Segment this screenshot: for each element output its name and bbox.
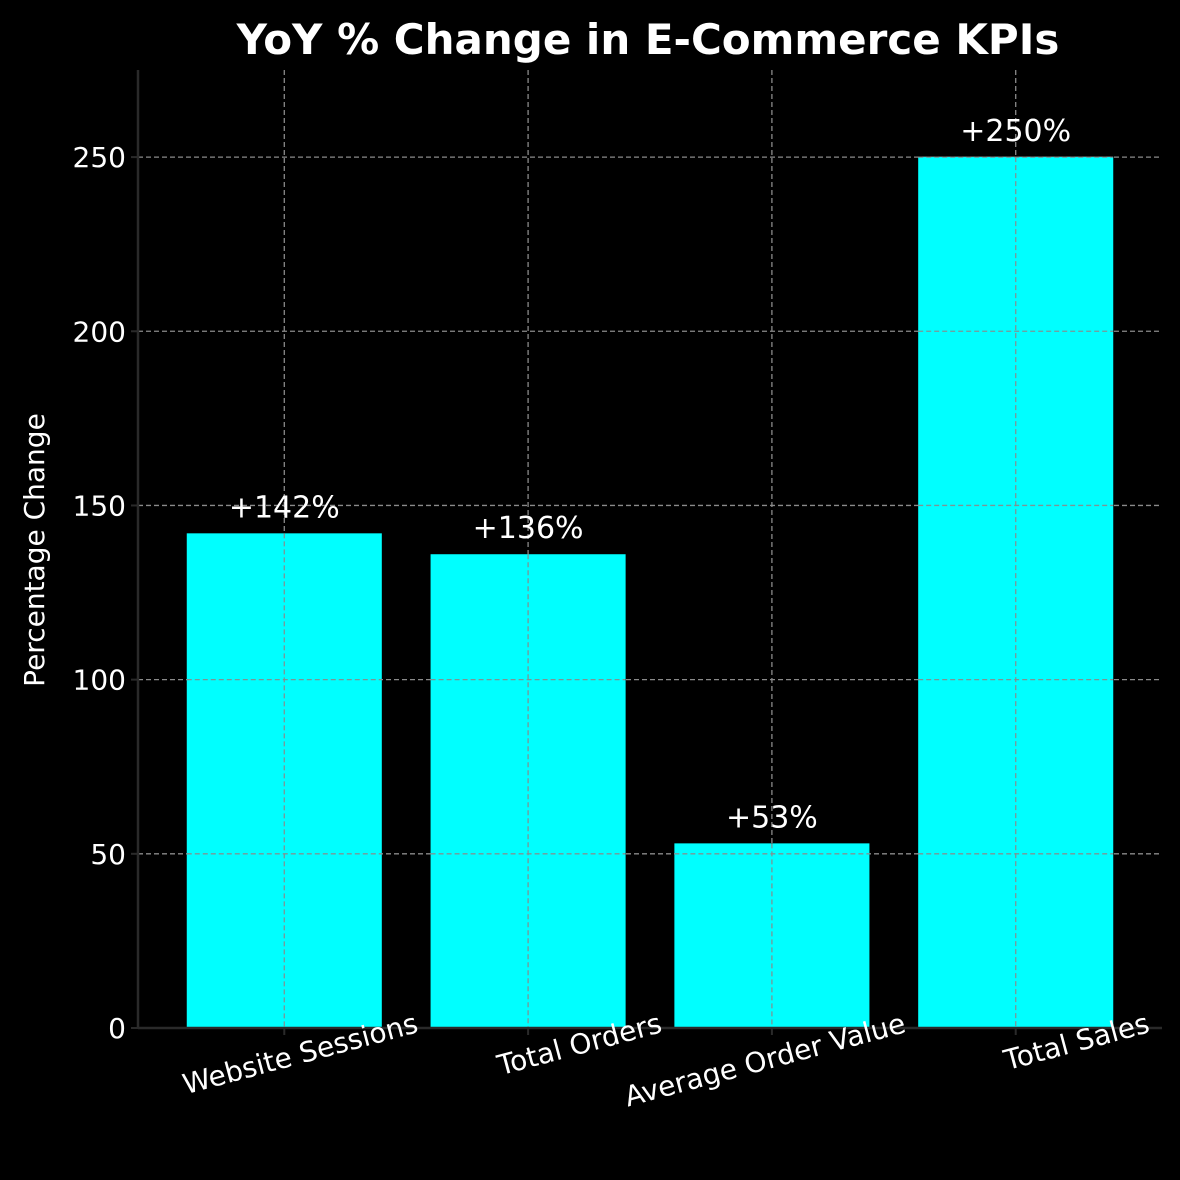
y-tick-label: 250 xyxy=(73,141,126,174)
y-axis-label: Percentage Change xyxy=(18,413,51,687)
y-tick-label: 50 xyxy=(90,838,126,871)
y-tick-label: 200 xyxy=(73,315,126,348)
bars xyxy=(186,156,1114,1028)
axes xyxy=(131,70,1162,1035)
bar-value-label: +142% xyxy=(229,490,340,525)
y-tick-label: 100 xyxy=(73,664,126,697)
bar-value-label: +136% xyxy=(473,511,584,546)
y-tick-label: 150 xyxy=(73,489,126,522)
y-tick-label: 0 xyxy=(108,1012,126,1045)
bar-value-label: +53% xyxy=(726,800,818,835)
chart-title: YoY % Change in E-Commerce KPIs xyxy=(236,15,1060,64)
bar-value-label: +250% xyxy=(960,114,1071,149)
